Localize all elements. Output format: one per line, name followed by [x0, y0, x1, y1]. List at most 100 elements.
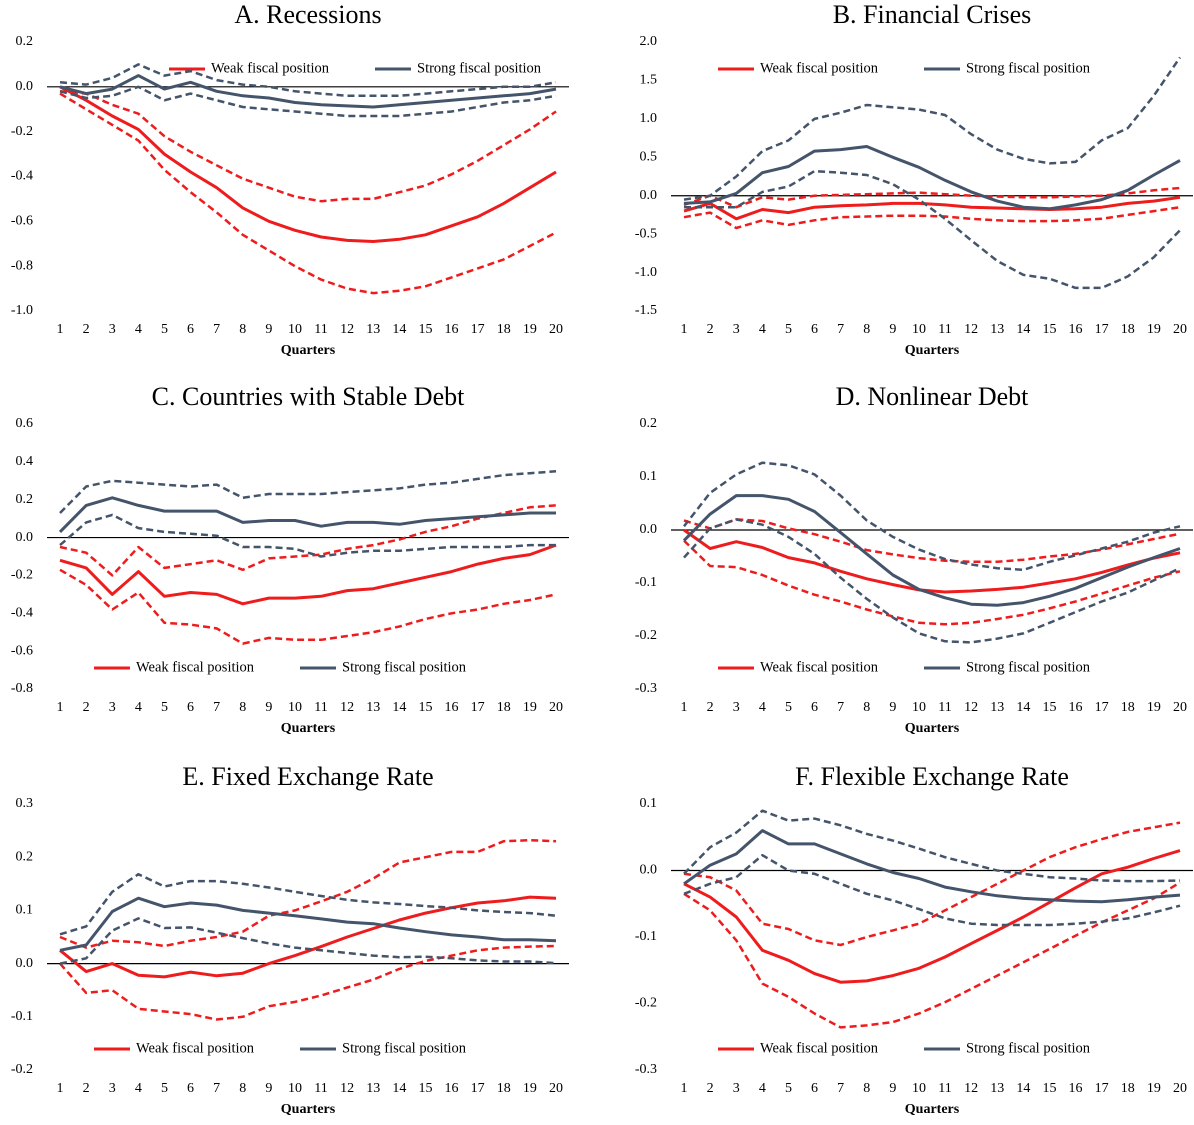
x-tick-label: 18 [497, 1081, 511, 1096]
x-tick-label: 8 [239, 1081, 246, 1096]
x-tick-label: 12 [340, 700, 354, 715]
x-tick-label: 3 [109, 322, 116, 337]
y-tick-label: -0.2 [11, 124, 33, 139]
x-tick-label: 7 [837, 322, 844, 337]
x-tick-label: 8 [863, 700, 870, 715]
confidence-band [59, 872, 557, 936]
x-tick-label: 3 [109, 700, 116, 715]
x-tick-label: 1 [57, 700, 64, 715]
legend-label: Strong fiscal position [966, 659, 1091, 675]
legend-label: Strong fiscal position [342, 659, 467, 675]
series-line [59, 896, 557, 952]
legend-label: Strong fiscal position [966, 60, 1091, 76]
x-tick-label: 5 [785, 700, 792, 715]
x-tick-label: 11 [314, 1081, 327, 1096]
y-tick-label: 0.5 [640, 150, 658, 165]
x-tick-label: 1 [57, 322, 64, 337]
y-tick-label: -0.4 [11, 606, 33, 621]
x-tick-label: 18 [497, 322, 511, 337]
legend-label: Weak fiscal position [211, 60, 330, 76]
y-tick-label: 0.2 [16, 492, 34, 507]
x-tick-label: 6 [187, 322, 194, 337]
x-tick-label: 14 [1016, 700, 1030, 715]
x-tick-label: 15 [418, 322, 432, 337]
confidence-band [59, 504, 557, 577]
y-tick-label: 0.0 [16, 79, 34, 94]
confidence-band [683, 518, 1181, 564]
x-tick-label: 15 [418, 1081, 432, 1096]
x-axis-title: Quarters [905, 1102, 960, 1117]
confidence-band [683, 881, 1181, 1029]
x-tick-label: 9 [889, 1081, 896, 1096]
x-tick-label: 6 [811, 1081, 818, 1096]
x-tick-label: 17 [1095, 322, 1109, 337]
x-tick-label: 17 [1095, 700, 1109, 715]
x-tick-label: 19 [1147, 322, 1161, 337]
series-line [59, 543, 557, 606]
x-tick-label: 3 [109, 1081, 116, 1096]
x-axis-title: Quarters [281, 343, 336, 358]
confidence-band [59, 513, 556, 558]
confidence-band [59, 92, 557, 295]
x-tick-label: 13 [366, 1081, 380, 1096]
y-tick-label: 2.0 [640, 34, 658, 49]
confidence-band [59, 568, 557, 645]
y-tick-label: -0.1 [11, 1009, 33, 1024]
legend-label: Weak fiscal position [760, 659, 879, 675]
x-tick-label: 6 [811, 700, 818, 715]
y-tick-label: 0.2 [640, 416, 658, 431]
confidence-band [683, 821, 1181, 947]
chart-title: F. Flexible Exchange Rate [795, 762, 1069, 791]
x-tick-label: 8 [239, 322, 246, 337]
x-axis-title: Quarters [281, 1102, 336, 1117]
x-tick-label: 3 [733, 700, 740, 715]
x-tick-label: 18 [1121, 700, 1135, 715]
y-tick-label: -1.0 [635, 265, 657, 280]
x-tick-label: 13 [366, 322, 380, 337]
legend-label: Weak fiscal position [760, 1040, 879, 1056]
series-line [59, 895, 557, 979]
y-tick-label: -1.5 [635, 303, 657, 318]
confidence-band [59, 944, 557, 1021]
x-tick-label: 12 [964, 322, 978, 337]
x-tick-label: 7 [213, 1081, 220, 1096]
confidence-band [59, 917, 557, 965]
x-tick-label: 5 [161, 322, 168, 337]
series-line [59, 74, 557, 109]
x-tick-label: 2 [707, 322, 714, 337]
y-tick-label: -0.1 [635, 575, 657, 590]
x-tick-label: 18 [1121, 1081, 1135, 1096]
chart-title: D. Nonlinear Debt [836, 382, 1030, 411]
x-tick-label: 1 [681, 1081, 688, 1096]
x-tick-label: 9 [265, 700, 272, 715]
x-axis-title: Quarters [905, 343, 960, 358]
x-tick-label: 20 [549, 1081, 563, 1096]
x-tick-label: 13 [990, 700, 1004, 715]
x-tick-label: 15 [1042, 700, 1056, 715]
x-tick-label: 8 [863, 1081, 870, 1096]
y-tick-label: 0.0 [16, 956, 34, 971]
x-tick-label: 6 [187, 700, 194, 715]
y-tick-label: -0.8 [11, 681, 33, 696]
x-tick-label: 18 [497, 700, 511, 715]
legend-label: Strong fiscal position [342, 1040, 467, 1056]
x-tick-label: 4 [135, 322, 142, 337]
x-tick-label: 16 [445, 322, 459, 337]
y-tick-label: 0.0 [640, 188, 658, 203]
confidence-band [684, 169, 1181, 290]
y-tick-label: -0.1 [635, 929, 657, 944]
x-tick-label: 18 [1121, 322, 1135, 337]
y-tick-label: 0.1 [640, 796, 658, 811]
x-tick-label: 17 [471, 1081, 485, 1096]
x-tick-label: 19 [523, 322, 537, 337]
x-tick-label: 1 [681, 322, 688, 337]
x-tick-label: 17 [471, 322, 485, 337]
x-tick-label: 11 [314, 700, 327, 715]
x-tick-label: 2 [707, 1081, 714, 1096]
series-line [59, 85, 557, 243]
chart-title: E. Fixed Exchange Rate [182, 762, 433, 791]
confidence-band [683, 518, 1181, 644]
legend-label: Weak fiscal position [760, 60, 879, 76]
x-tick-label: 16 [1069, 1081, 1083, 1096]
